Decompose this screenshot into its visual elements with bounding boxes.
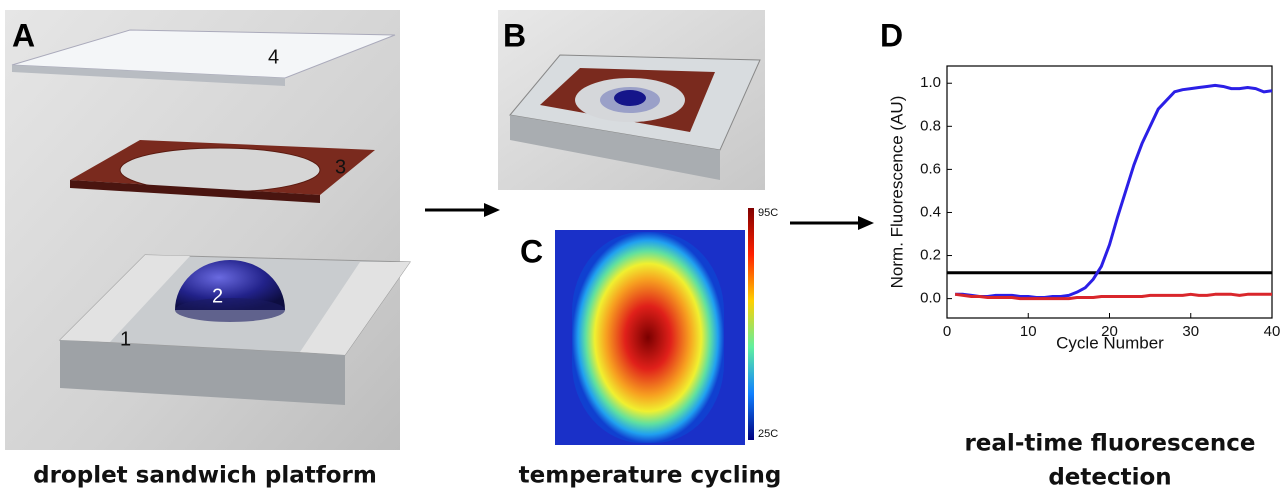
panel-label: A bbox=[12, 17, 35, 53]
y-tick-label: 0.0 bbox=[920, 290, 941, 307]
arrow-head bbox=[858, 216, 874, 230]
assembled-droplet-core bbox=[614, 90, 646, 106]
y-tick-label: 0.2 bbox=[920, 247, 941, 264]
component-number: 4 bbox=[268, 46, 279, 68]
y-axis-label: Norm. Fluorescence (AU) bbox=[887, 96, 906, 289]
panel-label: C bbox=[520, 233, 543, 269]
caption: real-time fluorescence bbox=[964, 431, 1255, 457]
figure-canvas: A 1 2 3 4 droplet sandwich platform B 95… bbox=[0, 0, 1287, 496]
plot-frame bbox=[947, 66, 1272, 318]
component-number: 3 bbox=[335, 156, 346, 178]
x-tick-label: 0 bbox=[943, 323, 951, 340]
caption: droplet sandwich platform bbox=[33, 463, 377, 489]
caption: detection bbox=[1048, 465, 1171, 491]
figure: A 1 2 3 4 droplet sandwich platform B 95… bbox=[0, 0, 1287, 496]
y-tick-label: 0.4 bbox=[920, 203, 941, 220]
droplet-base bbox=[175, 298, 285, 322]
component-number: 2 bbox=[212, 285, 223, 307]
colorbar-label: 25C bbox=[758, 428, 778, 440]
colorbar bbox=[748, 208, 754, 440]
component-number: 1 bbox=[120, 328, 131, 350]
x-tick-label: 30 bbox=[1182, 323, 1199, 340]
data-line bbox=[955, 85, 1272, 297]
x-tick-label: 20 bbox=[1101, 323, 1118, 340]
x-tick-label: 40 bbox=[1264, 323, 1281, 340]
heatmap bbox=[572, 232, 724, 443]
caption: temperature cycling bbox=[519, 463, 782, 489]
x-tick-label: 10 bbox=[1020, 323, 1037, 340]
colorbar-label: 95C bbox=[758, 207, 778, 219]
panel-label: D bbox=[880, 17, 903, 53]
y-tick-label: 1.0 bbox=[920, 74, 941, 91]
y-tick-label: 0.8 bbox=[920, 117, 941, 134]
arrow-head bbox=[484, 203, 500, 217]
plot: 0.0 0.2 0.4 0.6 0.8 1.0 0 10 20 30 40 bbox=[920, 66, 1280, 340]
panel-label: B bbox=[503, 17, 526, 53]
y-tick-label: 0.6 bbox=[920, 160, 941, 177]
